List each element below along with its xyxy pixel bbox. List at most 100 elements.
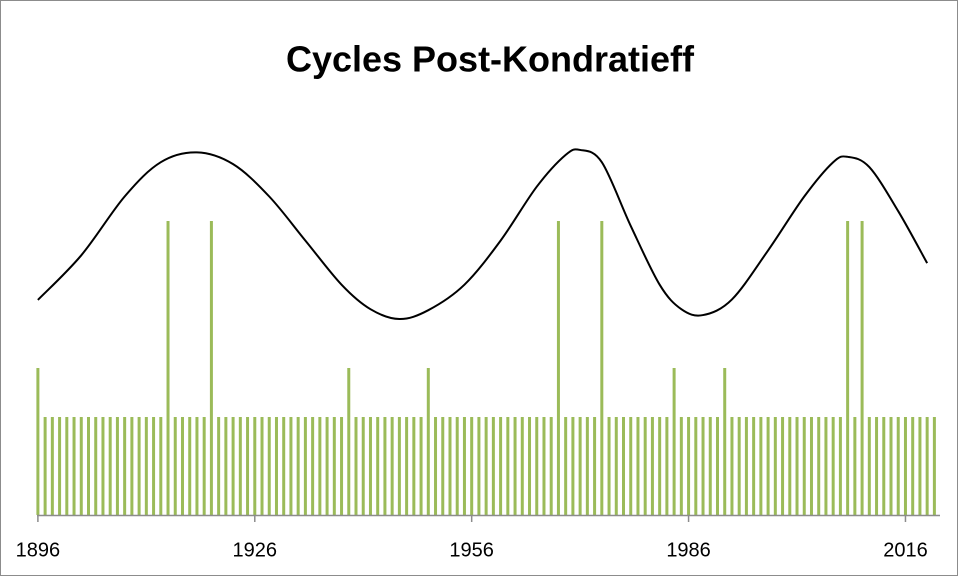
bar <box>817 417 821 515</box>
bar <box>614 417 618 515</box>
bar <box>795 417 799 515</box>
bar <box>325 417 329 515</box>
bar <box>65 417 69 515</box>
bar <box>622 417 626 515</box>
bar <box>260 417 264 515</box>
bar <box>79 417 83 515</box>
x-tick-label: 1956 <box>449 539 494 561</box>
bar <box>137 417 141 515</box>
x-tick-label: 1896 <box>16 539 61 561</box>
bar <box>781 417 785 515</box>
bar <box>759 417 763 515</box>
bar <box>115 417 119 515</box>
bar <box>383 417 387 515</box>
bar <box>347 368 351 515</box>
bar <box>658 417 662 515</box>
bar <box>130 417 134 515</box>
bar <box>701 417 705 515</box>
bar <box>50 417 54 515</box>
bar <box>390 417 394 515</box>
bar <box>925 417 929 515</box>
bar <box>571 417 575 515</box>
bar <box>744 417 748 515</box>
bar <box>730 417 734 515</box>
bar <box>585 417 589 515</box>
bar <box>578 417 582 515</box>
bar <box>860 221 864 515</box>
bar <box>397 417 401 515</box>
bar <box>694 417 698 515</box>
bar <box>289 417 293 515</box>
bar <box>535 417 539 515</box>
bar <box>650 417 654 515</box>
bar <box>809 417 813 515</box>
bar <box>58 417 62 515</box>
bar <box>72 417 76 515</box>
bar <box>896 417 900 515</box>
bar <box>419 417 423 515</box>
bar <box>376 417 380 515</box>
bar <box>434 417 438 515</box>
bar <box>932 417 936 515</box>
bar <box>477 417 481 515</box>
bar <box>253 417 257 515</box>
bar <box>340 417 344 515</box>
bar <box>889 417 893 515</box>
bar <box>846 221 850 515</box>
bar <box>296 417 300 515</box>
bar <box>202 417 206 515</box>
bar <box>506 417 510 515</box>
bar <box>513 417 517 515</box>
bar <box>231 417 235 515</box>
bar <box>282 417 286 515</box>
bar <box>875 417 879 515</box>
bar <box>687 417 691 515</box>
x-tick-label: 1986 <box>666 539 711 561</box>
bar <box>462 417 466 515</box>
bar <box>788 417 792 515</box>
bar <box>188 417 192 515</box>
bar <box>636 417 640 515</box>
bar <box>217 417 221 515</box>
bar <box>368 417 372 515</box>
bar <box>484 417 488 515</box>
bar <box>708 417 712 515</box>
bar <box>556 221 560 515</box>
bar <box>455 417 459 515</box>
bar <box>412 417 416 515</box>
bar <box>593 417 597 515</box>
bar <box>267 417 271 515</box>
bar <box>303 417 307 515</box>
bar <box>405 417 409 515</box>
bar <box>238 417 242 515</box>
bar <box>665 417 669 515</box>
bar <box>918 417 922 515</box>
bar <box>180 417 184 515</box>
bar <box>766 417 770 515</box>
bar <box>144 417 148 515</box>
bar <box>311 417 315 515</box>
bar <box>629 417 633 515</box>
bar <box>426 368 430 515</box>
bar <box>441 417 445 515</box>
bar <box>332 417 336 515</box>
bar <box>773 417 777 515</box>
bar <box>94 417 98 515</box>
cycle-line <box>37 148 929 321</box>
bar <box>679 417 683 515</box>
bar <box>549 417 553 515</box>
bar <box>564 417 568 515</box>
bar <box>672 368 676 515</box>
chart-title: Cycles Post-Kondratieff <box>286 39 695 80</box>
bar <box>867 417 871 515</box>
bar <box>499 417 503 515</box>
bar <box>882 417 886 515</box>
bar <box>528 417 532 515</box>
bar <box>715 417 719 515</box>
bar <box>246 417 250 515</box>
bar <box>470 417 474 515</box>
bar <box>838 417 842 515</box>
bar <box>354 417 358 515</box>
bar <box>853 417 857 515</box>
bar <box>903 417 907 515</box>
